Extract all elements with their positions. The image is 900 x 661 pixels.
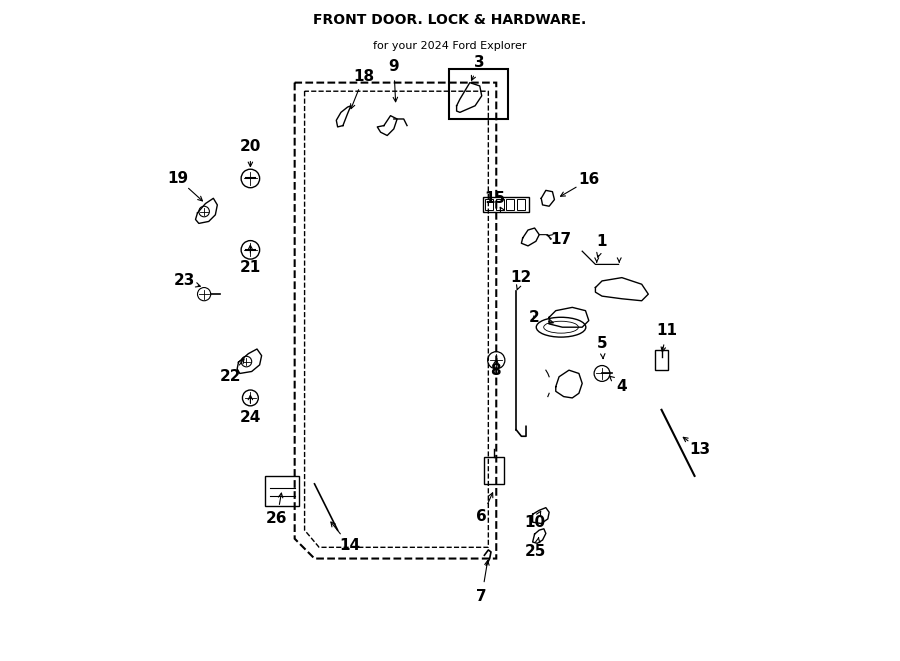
Text: 4: 4 (616, 379, 627, 394)
Text: 22: 22 (220, 369, 241, 384)
Bar (485, 199, 493, 210)
Text: 16: 16 (578, 173, 599, 187)
Text: 25: 25 (526, 545, 546, 559)
Text: 14: 14 (339, 538, 360, 553)
Text: for your 2024 Ford Explorer: for your 2024 Ford Explorer (374, 41, 526, 52)
Text: 9: 9 (389, 59, 399, 73)
Bar (484, 457, 504, 484)
Bar (506, 199, 514, 210)
Bar (517, 199, 525, 210)
Text: 11: 11 (656, 323, 678, 338)
Text: 13: 13 (689, 442, 710, 457)
Text: 12: 12 (511, 270, 532, 285)
Text: 23: 23 (174, 274, 195, 288)
Bar (655, 350, 668, 370)
Bar (449, 69, 508, 119)
Bar (265, 476, 300, 506)
Text: 10: 10 (524, 515, 545, 529)
Text: 20: 20 (239, 139, 261, 154)
Text: 8: 8 (490, 363, 500, 377)
Text: 26: 26 (266, 512, 288, 526)
Text: 3: 3 (474, 56, 485, 70)
Text: 15: 15 (484, 191, 506, 206)
Text: 1: 1 (597, 234, 608, 249)
Text: 21: 21 (239, 260, 261, 275)
Text: FRONT DOOR. LOCK & HARDWARE.: FRONT DOOR. LOCK & HARDWARE. (313, 13, 587, 27)
Text: 6: 6 (476, 510, 487, 524)
Text: 18: 18 (354, 69, 374, 83)
Bar (496, 199, 503, 210)
Text: 5: 5 (597, 336, 608, 351)
Bar (483, 197, 529, 212)
Text: 24: 24 (239, 410, 261, 425)
Text: 19: 19 (167, 171, 188, 186)
Text: 7: 7 (476, 589, 487, 603)
Text: 17: 17 (551, 232, 572, 247)
Text: 2: 2 (529, 310, 540, 325)
